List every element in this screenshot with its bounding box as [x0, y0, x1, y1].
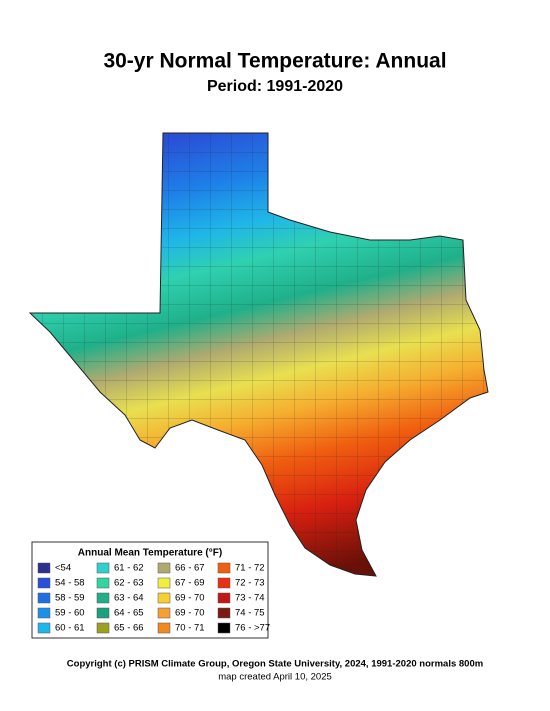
legend-swatch [157, 607, 171, 619]
legend-swatch [217, 592, 231, 604]
legend-label: 62 - 63 [114, 578, 144, 589]
legend-swatch [96, 607, 110, 619]
legend-label: 69 - 70 [175, 593, 205, 604]
legend-label: 61 - 62 [114, 563, 144, 574]
legend-label: 54 - 58 [55, 578, 85, 589]
legend-swatch [96, 562, 110, 574]
legend-label: 63 - 64 [114, 593, 144, 604]
legend-label: 59 - 60 [55, 608, 85, 619]
subtitle: Period: 1991-2020 [207, 78, 343, 95]
legend-swatch [37, 562, 51, 574]
legend-label: 67 - 69 [175, 578, 205, 589]
texas-map [28, 132, 489, 577]
legend-swatch [217, 622, 231, 634]
legend-title: Annual Mean Temperature (°F) [78, 548, 222, 559]
legend-swatch [217, 562, 231, 574]
legend-label: 73 - 74 [235, 593, 265, 604]
copyright: Copyright (c) PRISM Climate Group, Orego… [67, 659, 483, 670]
legend-label: 60 - 61 [55, 623, 85, 634]
legend-swatch [96, 577, 110, 589]
legend-swatch [157, 562, 171, 574]
legend-label: 70 - 71 [175, 623, 205, 634]
legend-swatch [157, 622, 171, 634]
legend-label: 66 - 67 [175, 563, 205, 574]
legend-label: 65 - 66 [114, 623, 144, 634]
legend-label: 64 - 65 [114, 608, 144, 619]
legend: Annual Mean Temperature (°F) <54 54 - 58 5… [31, 541, 270, 639]
legend-swatch [37, 622, 51, 634]
legend-label: 69 - 70 [175, 608, 205, 619]
legend-swatch [96, 622, 110, 634]
legend-swatch [37, 577, 51, 589]
legend-swatch [96, 592, 110, 604]
legend-swatch [37, 607, 51, 619]
legend-swatch [37, 592, 51, 604]
legend-label: 74 - 75 [235, 608, 265, 619]
legend-label: 71 - 72 [235, 563, 265, 574]
legend-label: <54 [55, 563, 71, 574]
created-date: map created April 10, 2025 [218, 672, 332, 683]
legend-label: 76 - >77 [235, 623, 270, 634]
legend-swatch [217, 577, 231, 589]
legend-label: 58 - 59 [55, 593, 85, 604]
legend-swatch [217, 607, 231, 619]
title: 30-yr Normal Temperature: Annual [103, 50, 446, 73]
legend-label: 72 - 73 [235, 578, 265, 589]
legend-swatch [157, 577, 171, 589]
legend-swatch [157, 592, 171, 604]
legend-box [31, 541, 269, 639]
